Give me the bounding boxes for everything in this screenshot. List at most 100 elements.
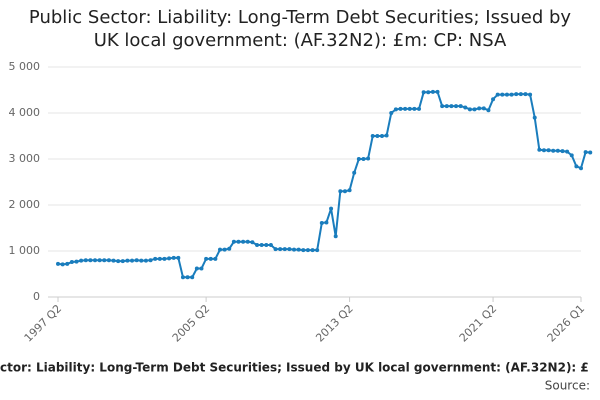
y-tick-label: 0	[33, 290, 40, 303]
point	[551, 148, 556, 153]
point	[315, 248, 320, 253]
point	[292, 247, 297, 252]
point	[171, 255, 176, 260]
point	[241, 239, 246, 244]
point	[370, 134, 375, 138]
point	[102, 258, 107, 263]
point	[231, 239, 236, 244]
point	[157, 256, 162, 261]
point	[342, 189, 347, 194]
caption: ctor: Liability: Long-Term Debt Securiti…	[0, 361, 589, 375]
point	[213, 256, 218, 261]
point	[389, 111, 394, 115]
point	[180, 275, 185, 280]
point	[333, 234, 338, 239]
point	[467, 107, 472, 112]
point	[305, 248, 310, 253]
point	[217, 247, 222, 252]
point	[259, 243, 264, 248]
point	[310, 248, 315, 253]
point	[463, 105, 468, 110]
y-tick-label: 5 000	[9, 60, 41, 73]
point	[273, 247, 278, 252]
point	[417, 106, 422, 111]
point	[440, 104, 445, 109]
point	[412, 106, 417, 111]
point	[486, 108, 491, 113]
point	[60, 262, 65, 267]
point	[116, 259, 121, 264]
point	[435, 89, 440, 94]
point	[250, 240, 255, 245]
point	[296, 247, 301, 252]
point	[565, 149, 570, 154]
point	[125, 258, 130, 263]
point	[236, 239, 241, 244]
point	[366, 156, 371, 161]
point	[514, 92, 519, 97]
point	[139, 258, 144, 263]
point	[430, 89, 435, 94]
point	[509, 92, 514, 97]
y-tick-label: 1 000	[9, 244, 41, 257]
point	[324, 220, 329, 225]
point	[120, 259, 125, 264]
point	[148, 258, 153, 263]
point	[356, 157, 361, 161]
point	[162, 256, 167, 261]
point	[255, 243, 260, 248]
point	[541, 148, 546, 153]
point	[65, 261, 70, 266]
point	[361, 157, 366, 161]
x-tick-label: 2026 Q1	[545, 302, 588, 345]
point	[384, 133, 389, 138]
point	[518, 92, 523, 97]
y-tick-label: 2 000	[9, 198, 41, 211]
point	[176, 255, 181, 260]
point	[153, 256, 158, 261]
point	[588, 150, 593, 155]
point	[204, 256, 209, 261]
chart-title: Public Sector: Liability: Long-Term Debt…	[28, 7, 572, 51]
point	[143, 258, 148, 263]
point	[338, 189, 343, 194]
point	[93, 258, 98, 263]
point	[500, 92, 505, 97]
point	[569, 153, 574, 158]
point	[301, 248, 306, 253]
point	[421, 90, 426, 95]
point	[245, 239, 250, 244]
point	[504, 92, 509, 97]
point	[347, 188, 352, 193]
point	[190, 275, 195, 280]
y-tick-label: 4 000	[9, 106, 41, 119]
point	[185, 275, 190, 280]
point	[491, 97, 496, 102]
point	[111, 258, 116, 263]
point	[208, 256, 213, 261]
point	[407, 106, 412, 111]
point	[79, 258, 84, 263]
x-tick-label: 2013 Q2	[313, 302, 356, 345]
point	[264, 243, 269, 248]
x-tick-label: 1997 Q2	[22, 302, 65, 345]
point	[282, 247, 287, 252]
point	[393, 107, 398, 112]
point	[403, 106, 408, 111]
point	[199, 266, 204, 271]
point	[375, 134, 380, 138]
point	[555, 148, 560, 153]
point	[329, 206, 334, 211]
point	[444, 104, 449, 109]
point	[523, 92, 528, 97]
point	[134, 258, 139, 263]
point	[83, 258, 88, 263]
x-tick-label: 2005 Q2	[170, 302, 213, 345]
point	[426, 90, 431, 95]
point	[495, 92, 500, 97]
x-tick-label: 2021 Q2	[457, 302, 500, 345]
point	[352, 170, 357, 175]
point	[287, 247, 292, 252]
